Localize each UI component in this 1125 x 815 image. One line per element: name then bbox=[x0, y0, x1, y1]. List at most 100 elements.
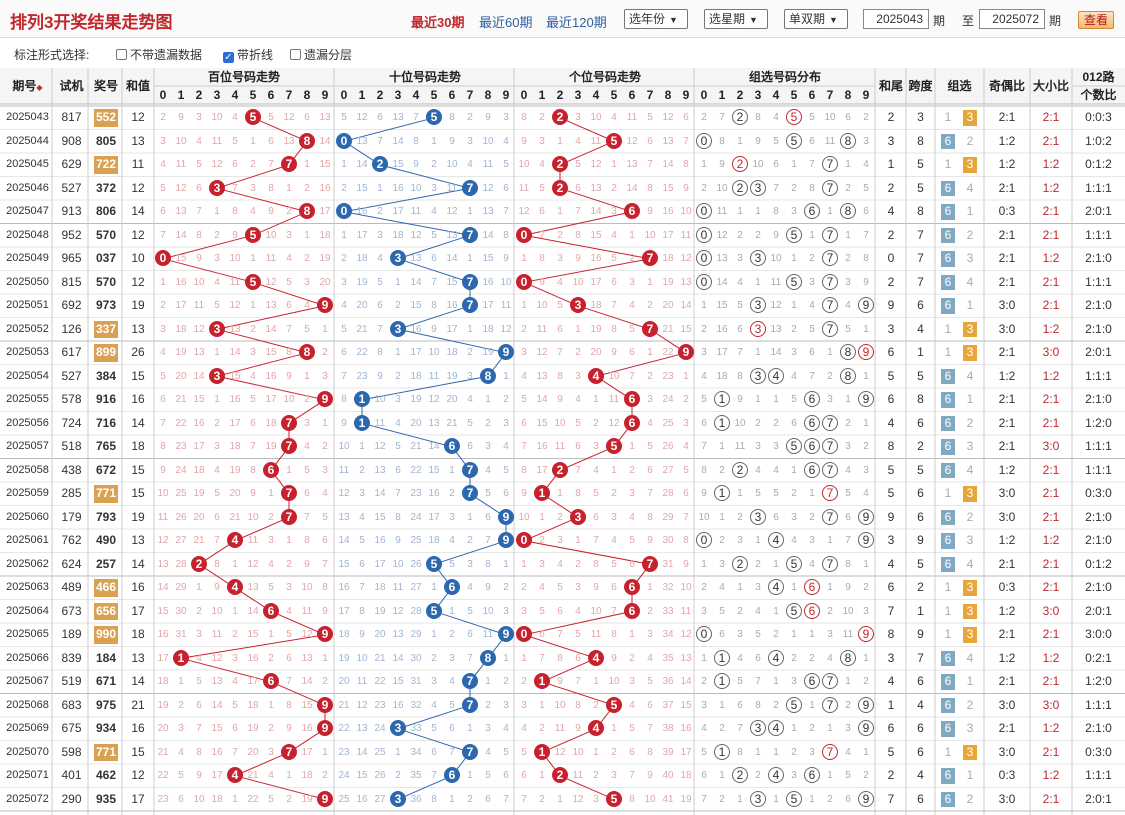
checkbox-checked-icon[interactable]: ✓ bbox=[223, 52, 234, 63]
group-digit-ring: 9 bbox=[858, 391, 874, 407]
header-units-digit: 0 bbox=[515, 86, 533, 104]
link-recent-60[interactable]: 最近60期 bbox=[479, 15, 533, 30]
omission-value: 2 bbox=[503, 394, 509, 405]
span-cell: 8 bbox=[917, 133, 924, 148]
group-omission-value: 2 bbox=[791, 323, 797, 335]
group-omission-value: 5 bbox=[791, 394, 797, 405]
group-omission-value: 5 bbox=[701, 746, 707, 758]
option-no-omission[interactable]: 不带遗漏数据 bbox=[116, 46, 202, 63]
group-omission-value: 3 bbox=[791, 770, 797, 781]
group-omission-value: 5 bbox=[755, 488, 761, 499]
group-omission-value: 6 bbox=[701, 770, 707, 781]
header-group-digit: 0 bbox=[695, 86, 713, 104]
odd-even-ratio-cell: 2:1 bbox=[998, 180, 1016, 195]
omission-value: 2 bbox=[593, 770, 599, 781]
omission-value: 2 bbox=[250, 323, 256, 335]
group-omission-value: 1 bbox=[809, 699, 815, 711]
omission-value: 10 bbox=[644, 793, 656, 805]
group3-cell: 1 bbox=[966, 298, 974, 312]
omission-value: 4 bbox=[521, 723, 527, 734]
drawn-digit-ball: 1 bbox=[534, 673, 550, 689]
omission-value: 7 bbox=[575, 206, 581, 217]
query-button[interactable]: 查看 bbox=[1078, 11, 1114, 29]
header-hundreds-digit: 6 bbox=[262, 86, 280, 104]
omission-value: 5 bbox=[196, 676, 202, 687]
group-omission-value: 6 bbox=[791, 417, 797, 429]
omission-value: 3 bbox=[485, 723, 491, 734]
omission-value: 17 bbox=[410, 347, 422, 358]
group-digit-ring: 7 bbox=[822, 438, 838, 454]
omission-value: 7 bbox=[611, 605, 617, 617]
drawn-digit-ball: 2 bbox=[552, 461, 568, 478]
route-012-ratio-cell: 0:1:2 bbox=[1085, 157, 1112, 171]
omission-value: 2 bbox=[160, 300, 166, 311]
start-issue-input[interactable]: 2025043 bbox=[863, 9, 929, 29]
header-tens-digit: 6 bbox=[443, 86, 461, 104]
omission-value: 13 bbox=[175, 206, 187, 217]
omission-value: 1 bbox=[431, 582, 437, 593]
header-units-digit: 9 bbox=[677, 86, 695, 104]
odd-even-ratio-cell: 2:1 bbox=[998, 439, 1016, 453]
omission-value: 2 bbox=[629, 652, 635, 664]
omission-value: 6 bbox=[160, 394, 166, 405]
omission-value: 13 bbox=[626, 159, 638, 170]
omission-value: 13 bbox=[157, 558, 169, 570]
group-omission-value: 3 bbox=[701, 699, 707, 711]
omission-value: 6 bbox=[647, 464, 653, 476]
header-issue-label: 期号 bbox=[12, 79, 37, 93]
header-sum: 和值 bbox=[122, 68, 154, 104]
group-omission-value: 1 bbox=[773, 394, 779, 405]
omission-value: 6 bbox=[286, 300, 292, 311]
group6-cell: 6 bbox=[941, 650, 955, 666]
checkbox-icon[interactable] bbox=[116, 49, 127, 60]
sum-tail-cell: 2 bbox=[887, 110, 895, 124]
omission-value: 2 bbox=[304, 394, 310, 405]
omission-value: 7 bbox=[557, 347, 563, 358]
header-group-digit: 5 bbox=[785, 86, 803, 104]
group-omission-value: 1 bbox=[719, 441, 725, 452]
route-012-ratio-cell: 2:0:1 bbox=[1085, 603, 1112, 618]
group-omission-value: 10 bbox=[716, 182, 728, 194]
end-issue-input[interactable]: 2025072 bbox=[979, 9, 1045, 29]
group-omission-value: 2 bbox=[719, 535, 725, 546]
oddeven-select[interactable]: 单双期 ▼ bbox=[784, 9, 848, 29]
sum-tail-cell: 1 bbox=[887, 697, 895, 712]
link-recent-120[interactable]: 最近120期 bbox=[546, 15, 607, 30]
sum-cell: 15 bbox=[131, 486, 145, 500]
option-omission-layer[interactable]: 遗漏分层 bbox=[290, 46, 352, 63]
omission-value: 13 bbox=[283, 135, 295, 147]
group-digit-ring: 6 bbox=[804, 438, 820, 454]
omission-value: 4 bbox=[647, 417, 653, 429]
sort-icon[interactable]: ◆ bbox=[36, 83, 43, 92]
route-012-ratio-cell: 3:0:0 bbox=[1085, 627, 1112, 641]
header-issue[interactable]: 期号◆ bbox=[3, 68, 52, 104]
chevron-down-icon: ▼ bbox=[829, 15, 838, 25]
drawn-digit-ball: 7 bbox=[462, 696, 478, 713]
omission-value: 2 bbox=[611, 182, 617, 194]
omission-value: 9 bbox=[322, 605, 328, 617]
omission-value: 2 bbox=[178, 699, 184, 711]
issue-cell: 2025062 bbox=[6, 557, 49, 570]
drawn-digit-ball: 0 bbox=[336, 203, 352, 219]
omission-value: 2 bbox=[431, 652, 437, 664]
span-cell: 5 bbox=[917, 556, 924, 571]
omission-value: 3 bbox=[304, 276, 310, 288]
omission-value: 5 bbox=[431, 229, 437, 241]
omission-value: 1 bbox=[449, 793, 455, 805]
omission-value: 7 bbox=[503, 206, 509, 217]
group-omission-value: 5 bbox=[701, 394, 707, 405]
omission-value: 2 bbox=[629, 464, 635, 476]
group6-cell: 6 bbox=[941, 674, 955, 690]
group-omission-value: 1 bbox=[845, 394, 851, 405]
link-recent-30[interactable]: 最近30期 bbox=[411, 15, 465, 30]
group-omission-value: 1 bbox=[755, 394, 761, 405]
week-select[interactable]: 选星期 ▼ bbox=[704, 9, 768, 29]
drawn-digit-ball: 1 bbox=[354, 391, 370, 407]
option-with-lines[interactable]: ✓ 带折线 bbox=[223, 46, 273, 63]
omission-value: 16 bbox=[319, 182, 331, 194]
year-select[interactable]: 选年份 ▼ bbox=[624, 9, 688, 29]
issue-cell: 2025056 bbox=[6, 416, 49, 429]
omission-value: 2 bbox=[322, 676, 328, 687]
sum-cell: 17 bbox=[131, 791, 145, 806]
checkbox-icon[interactable] bbox=[290, 49, 301, 60]
